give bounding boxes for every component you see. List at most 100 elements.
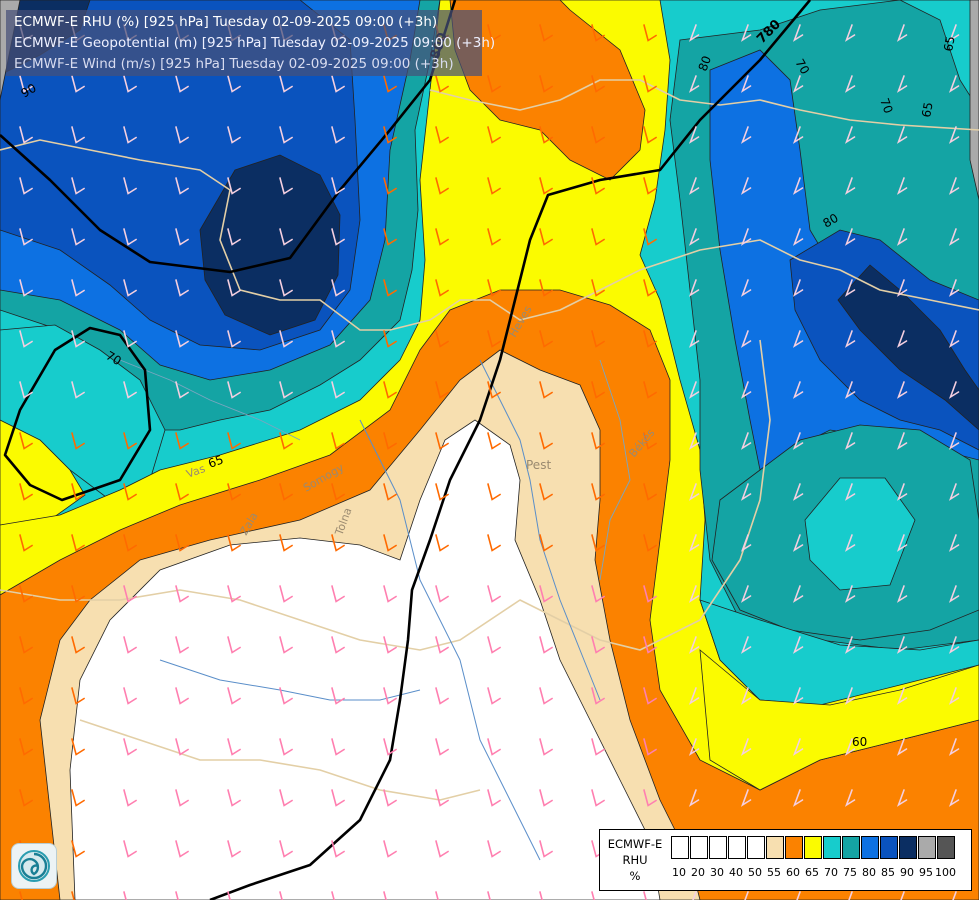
band-fill-central-white — [69, 419, 661, 900]
wind-barb — [123, 75, 137, 93]
wind-barb — [792, 585, 804, 603]
wind-barb — [487, 75, 501, 93]
wind-barb — [740, 330, 752, 348]
wind-barb — [792, 24, 804, 42]
wind-barb — [539, 126, 553, 144]
wind-barb — [331, 432, 345, 450]
legend-tick: 70 — [824, 866, 838, 879]
wind-barb — [123, 228, 137, 246]
wind-barb — [331, 585, 345, 603]
color-legend: ECMWF-E RHU % 10 20 30 40 50 55 60 65 70 75 80 85 90… — [599, 829, 972, 891]
legend-tick: 60 — [786, 866, 800, 879]
wind-barb — [331, 891, 345, 904]
wind-barb — [792, 789, 804, 807]
wind-barb — [896, 279, 908, 297]
wind-barb — [948, 687, 960, 705]
wind-barb — [227, 636, 241, 654]
wind-barb — [948, 75, 960, 93]
wind-barb — [279, 177, 293, 195]
wind-barb — [539, 279, 553, 297]
wind-barb — [19, 126, 33, 144]
wind-barb — [688, 126, 700, 144]
wind-barb — [688, 432, 700, 450]
wind-barb — [383, 330, 397, 348]
wind-barb — [279, 534, 293, 552]
wind-barb — [19, 381, 33, 399]
wind-barb — [688, 330, 700, 348]
wind-barb — [539, 534, 553, 552]
wind-barb — [487, 840, 501, 858]
wind-barb — [279, 330, 293, 348]
wind-barb — [948, 585, 960, 603]
wind-barb — [175, 279, 189, 297]
wind-barb — [123, 279, 137, 297]
wind-barb — [896, 432, 908, 450]
wind-barb — [896, 177, 908, 195]
legend-swatch — [709, 836, 727, 859]
country-border — [0, 139, 979, 331]
wind-barb — [227, 738, 241, 756]
wind-barb — [279, 483, 293, 501]
wind-barb — [227, 432, 241, 450]
legend-tick: 95 — [919, 866, 933, 879]
wind-barb — [71, 840, 85, 858]
wind-barb — [331, 534, 345, 552]
wind-barb — [643, 381, 657, 399]
wind-barb — [539, 381, 553, 399]
wind-barb — [331, 228, 345, 246]
wind-barb — [71, 738, 85, 756]
wind-barb — [688, 75, 700, 93]
wind-barb — [175, 891, 189, 904]
wind-barb — [591, 534, 605, 552]
wind-barb — [643, 126, 657, 144]
legend-swatch — [728, 836, 746, 859]
wind-barb — [279, 687, 293, 705]
wind-barb — [383, 891, 397, 904]
wind-barb — [383, 228, 397, 246]
wind-barb — [175, 585, 189, 603]
wind-barb — [123, 534, 137, 552]
wind-barb — [792, 381, 804, 399]
wind-barb — [19, 534, 33, 552]
wind-barb — [591, 381, 605, 399]
wind-barb — [19, 738, 33, 756]
wind-barb — [487, 483, 501, 501]
wind-barb — [435, 75, 449, 93]
wind-barb — [383, 126, 397, 144]
wind-barb — [71, 687, 85, 705]
band-fill-east-90 — [837, 264, 979, 431]
wind-barb — [279, 891, 293, 904]
wind-barb — [487, 330, 501, 348]
wind-barb — [227, 381, 241, 399]
wind-barb — [539, 840, 553, 858]
wind-barb — [227, 585, 241, 603]
wind-barb — [948, 636, 960, 654]
wind-barb — [19, 636, 33, 654]
title-wind: ECMWF-E Wind (m/s) [925 hPa] Tuesday 02-… — [14, 56, 454, 72]
wind-barb — [435, 585, 449, 603]
wind-barb — [688, 738, 700, 756]
wind-barb — [844, 279, 856, 297]
legend-swatch — [690, 836, 708, 859]
wind-barb — [643, 585, 657, 603]
wind-barb — [740, 24, 752, 42]
band-fill-west-90 — [199, 154, 341, 336]
wind-barb — [71, 330, 85, 348]
wind-barb — [948, 24, 960, 42]
wind-barb — [227, 687, 241, 705]
wind-barb — [435, 330, 449, 348]
wind-barb — [227, 330, 241, 348]
wind-barb — [643, 687, 657, 705]
wind-barb — [175, 687, 189, 705]
wind-barb — [643, 483, 657, 501]
legend-title-unit: % — [629, 869, 641, 883]
wind-barb — [123, 585, 137, 603]
wind-barb — [792, 177, 804, 195]
wind-barb — [643, 24, 657, 42]
wind-barb — [123, 177, 137, 195]
legend-tick: 40 — [729, 866, 743, 879]
wind-barb — [383, 483, 397, 501]
wind-barb — [740, 75, 752, 93]
legend-swatch — [823, 836, 841, 859]
